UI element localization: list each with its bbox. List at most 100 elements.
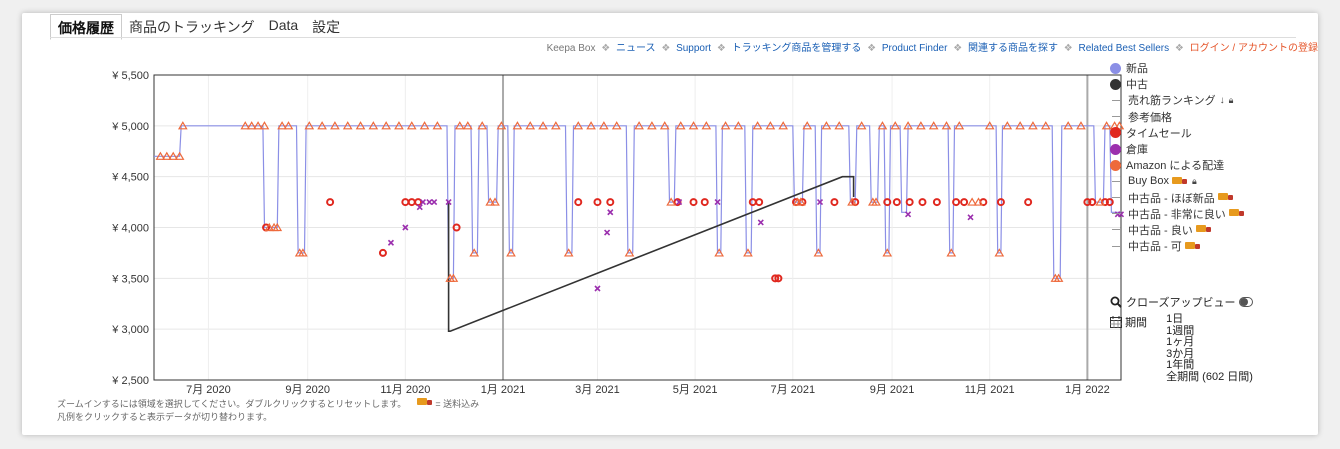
legend-item[interactable]: Buy Box 🔒︎ <box>1110 173 1245 189</box>
legend-item[interactable]: 中古品 - 非常に良い <box>1110 206 1245 222</box>
separator-icon: ❖ <box>867 43 877 54</box>
x-tick-label: 1月 2022 <box>1065 384 1110 396</box>
period-1year[interactable]: 1年間 <box>1166 359 1195 372</box>
amazon-fulfilled-marker <box>946 248 957 257</box>
amazon-fulfilled-marker <box>490 197 500 206</box>
period-3months[interactable]: 3か月 <box>1166 347 1195 360</box>
legend-item[interactable]: 売れ筋ランキング ↓ 🔒︎ <box>1110 92 1245 108</box>
lightning-deal-marker <box>905 198 914 207</box>
legend-label: 中古品 - 可 <box>1128 241 1182 254</box>
legend-item[interactable]: Amazon による配達 <box>1110 157 1245 173</box>
link-related-best-sellers[interactable]: Related Best Sellers <box>1078 43 1170 54</box>
warehouse-marker <box>1117 211 1125 218</box>
separator-icon: ❖ <box>953 43 963 54</box>
y-tick-label: ¥ 3,500 <box>111 273 149 285</box>
legend-dash-icon <box>1112 99 1121 101</box>
amazon-fulfilled-marker <box>448 273 459 282</box>
link-related-products[interactable]: 関連する商品を探す <box>967 43 1058 54</box>
x-tick-label: 7月 2021 <box>770 384 815 396</box>
legend-label: 中古品 - ほぼ新品 <box>1128 192 1215 205</box>
legend-item[interactable]: 中古品 - 可 <box>1110 238 1245 254</box>
calendar-icon <box>1110 316 1122 328</box>
chart-notes: ズームインするには領域を選択してください。ダブルクリックするとリセットします。 … <box>57 398 479 423</box>
legend-item[interactable]: 中古品 - 良い <box>1110 222 1245 238</box>
lightning-deal-marker <box>700 198 709 207</box>
amazon-fulfilled-marker <box>432 121 443 130</box>
amazon-fulfilled-marker <box>1015 121 1025 130</box>
period-1week[interactable]: 1週間 <box>1166 324 1195 337</box>
amazon-fulfilled-marker <box>611 121 622 130</box>
legend-item[interactable]: 中古品 - ほぼ新品 <box>1110 190 1245 206</box>
amazon-fulfilled-marker <box>928 121 939 130</box>
separator-icon: ❖ <box>716 43 726 54</box>
closeup-label: クローズアップビュー <box>1126 297 1236 309</box>
x-tick-label: 1月 2021 <box>481 384 526 396</box>
amazon-fulfilled-marker <box>586 121 596 130</box>
period-selector: 期間 1日 1週間 1ヶ月 3か月 1年間 全期間 (602 日間) <box>1110 313 1253 384</box>
period-options: 1日 1週間 1ヶ月 3か月 1年間 全期間 (602 日間) <box>1166 313 1253 384</box>
warehouse-marker <box>757 219 764 226</box>
sort-icon: ↓ <box>1219 94 1225 106</box>
y-tick-label: ¥ 5,500 <box>111 70 149 82</box>
amazon-fulfilled-marker <box>355 121 366 130</box>
lightning-deal-marker <box>1024 198 1033 207</box>
legend-item[interactable]: タイムセール <box>1110 125 1245 141</box>
amazon-fulfilled-marker <box>752 121 763 130</box>
amazon-fulfilled-marker <box>813 248 824 257</box>
tab-price-history[interactable]: 価格履歴 <box>50 14 122 40</box>
amazon-fulfilled-marker <box>512 121 523 130</box>
x-tick-label: 3月 2021 <box>575 384 620 396</box>
amazon-fulfilled-marker <box>720 121 731 130</box>
legend-label: 倉庫 <box>1126 144 1148 157</box>
amazon-fulfilled-marker <box>525 121 536 130</box>
lightning-deal-marker <box>960 198 969 207</box>
amazon-fulfilled-marker <box>954 121 965 130</box>
legend-item[interactable]: 参考価格 <box>1110 109 1245 125</box>
amazon-fulfilled-marker <box>538 121 548 130</box>
legend-item[interactable]: 倉庫 <box>1110 141 1245 157</box>
amazon-fulfilled-marker <box>1053 273 1064 282</box>
link-news[interactable]: ニュース <box>616 43 656 54</box>
link-manage-tracking[interactable]: トラッキング商品を管理する <box>731 43 862 54</box>
link-support[interactable]: Support <box>676 43 712 54</box>
amazon-fulfilled-marker <box>821 121 832 130</box>
legend-dash-icon <box>1112 213 1121 215</box>
period-1month[interactable]: 1ヶ月 <box>1166 336 1195 349</box>
link-product-finder[interactable]: Product Finder <box>881 43 948 54</box>
legend-item[interactable]: 中古 <box>1110 76 1245 92</box>
lightning-deal-marker <box>1083 198 1092 207</box>
amazon-fulfilled-marker <box>778 121 789 130</box>
amazon-fulfilled-marker <box>419 121 430 130</box>
period-1day[interactable]: 1日 <box>1166 313 1184 325</box>
link-keepa-box[interactable]: Keepa Box <box>546 43 596 54</box>
amazon-fulfilled-marker <box>802 121 813 130</box>
tab-data[interactable]: Data <box>268 17 299 33</box>
tab-divider <box>50 37 1296 38</box>
amazon-fulfilled-marker <box>856 121 867 130</box>
legend-item[interactable]: 新品 <box>1110 60 1245 76</box>
legend-label: Amazon による配達 <box>1126 160 1225 173</box>
x-tick-label: 5月 2021 <box>673 384 718 396</box>
amazon-fulfilled-marker <box>240 121 251 130</box>
amazon-fulfilled-marker <box>264 222 275 232</box>
link-login[interactable]: ログイン / アカウントの登録 <box>1189 43 1318 54</box>
lightning-deal-marker <box>755 198 764 207</box>
truck-icon <box>1228 209 1245 218</box>
lock-icon: 🔒︎ <box>1191 175 1197 186</box>
closeup-toggle[interactable]: クローズアップビュー <box>1110 294 1254 310</box>
amazon-fulfilled-marker <box>563 248 574 257</box>
tab-settings[interactable]: 設定 <box>312 19 341 35</box>
amazon-fulfilled-marker <box>871 197 881 206</box>
amazon-fulfilled-marker <box>573 121 584 130</box>
period-all[interactable]: 全期間 (602 日間) <box>1166 370 1253 383</box>
amazon-fulfilled-marker <box>903 121 913 130</box>
amazon-fulfilled-marker <box>967 197 977 206</box>
tab-product-tracking[interactable]: 商品のトラッキング <box>129 19 255 35</box>
legend-dot-icon <box>1110 127 1121 139</box>
y-tick-label: ¥ 2,500 <box>111 375 149 387</box>
warehouse-marker <box>416 204 423 211</box>
amazon-fulfilled-marker <box>1076 121 1086 130</box>
lightning-deal-marker <box>892 198 901 207</box>
toggle-icon[interactable] <box>1239 297 1254 307</box>
